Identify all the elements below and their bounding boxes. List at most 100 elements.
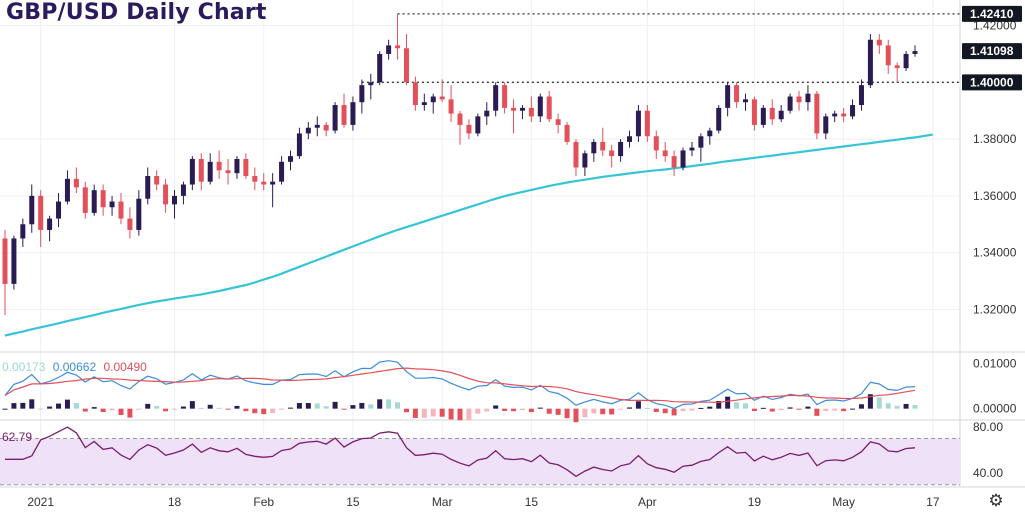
candle-body (189, 158, 195, 185)
macd-histogram-bar (555, 408, 561, 415)
candle-body (582, 153, 588, 168)
macd-histogram-bar (876, 397, 882, 409)
candle-body (707, 130, 713, 137)
candle-body (305, 127, 311, 134)
candle-body (885, 45, 891, 66)
price-badge-label: 1.41098 (970, 44, 1014, 58)
macd-histogram-bar (198, 407, 204, 409)
candle-body (377, 53, 383, 83)
macd-histogram-bar (680, 408, 686, 412)
candle-body (466, 124, 472, 134)
price-badge (962, 74, 1022, 91)
candle-body (261, 181, 267, 185)
macd-histogram-bar (109, 408, 115, 411)
macd-histogram-bar (778, 408, 784, 411)
candle-body (867, 39, 873, 86)
rsi-legend: 62.79 (2, 430, 33, 444)
macd-histogram-bar (47, 406, 53, 409)
macd-histogram-bar (707, 406, 713, 409)
macd-histogram-bar (341, 408, 347, 410)
macd-histogram-bar (421, 408, 427, 418)
macd-histogram-bar (546, 408, 552, 414)
macd-histogram-bar (841, 408, 847, 412)
macd-histogram-bar (698, 407, 704, 409)
time-tick-label: 15 (525, 495, 539, 509)
macd-histogram-bar (172, 408, 178, 410)
macd-histogram-bar (635, 401, 641, 409)
candle-body (555, 119, 561, 125)
macd-histogram-bar (20, 402, 26, 409)
candle-body (653, 136, 659, 151)
candle-body (82, 187, 88, 213)
candle-body (644, 110, 650, 137)
macd-histogram-bar (858, 404, 864, 409)
candle-body (287, 156, 293, 162)
candle-body (528, 107, 534, 117)
time-tick-label: 17 (926, 495, 940, 509)
candle-body (725, 85, 731, 108)
price-tick-label: 1.34000 (973, 246, 1017, 260)
candle-body (412, 82, 418, 106)
candle-body (787, 96, 793, 111)
candle-body (332, 105, 338, 131)
macd-histogram-bar (2, 408, 8, 410)
candle-body (403, 48, 409, 83)
moving-average-line (4, 133, 933, 337)
chart-title: GBP/USD Daily Chart (6, 0, 267, 25)
price-tick-label: 1.36000 (973, 189, 1017, 203)
candle-body (323, 124, 329, 131)
rsi-tick-label: 40.00 (973, 466, 1003, 480)
candle-body (778, 110, 784, 120)
macd-histogram-bar (412, 408, 418, 418)
candle-body (591, 141, 597, 154)
candle-body (858, 85, 864, 106)
macd-histogram-bar (653, 408, 659, 412)
candle-body (912, 51, 918, 54)
candle-body (823, 116, 829, 134)
macd-histogram-bar (537, 407, 543, 409)
macd-tick-label: 0.00000 (973, 402, 1017, 416)
candle-body (841, 113, 847, 117)
candle-body (662, 150, 668, 157)
macd-histogram-bar (11, 403, 17, 409)
price-badge (962, 5, 1022, 22)
candle-body (876, 39, 882, 46)
macd-histogram-bar (475, 408, 481, 414)
price-tick-label: 1.32000 (973, 302, 1017, 316)
macd-histogram-bar (644, 407, 650, 409)
candle-body (734, 85, 740, 103)
candle-body (519, 107, 525, 111)
macd-histogram-bar (493, 405, 499, 409)
macd-histogram-bar (279, 408, 285, 410)
candle-body (341, 105, 347, 125)
price-badge (962, 43, 1022, 60)
macd-histogram-bar (403, 408, 409, 413)
candle-body (386, 45, 392, 54)
macd-histogram-bar (163, 408, 169, 412)
candle-body (502, 85, 508, 108)
candle-body (484, 110, 490, 117)
price-badge-label: 1.40000 (970, 75, 1014, 89)
candle-body (47, 218, 53, 230)
macd-histogram-bar (609, 408, 615, 415)
candle-body (716, 107, 722, 131)
candle-body (180, 184, 186, 196)
candle-body (136, 198, 142, 230)
macd-histogram-bar (894, 405, 900, 409)
candle-body (573, 141, 579, 168)
candle-body (109, 201, 115, 208)
macd-histogram-bar (323, 406, 329, 409)
macd-histogram-bar (796, 408, 802, 410)
candle-body (430, 96, 436, 103)
macd-histogram-bar (216, 407, 222, 409)
macd-histogram-bar (430, 408, 436, 417)
time-tick-label: 18 (168, 495, 182, 509)
candle-body (805, 93, 811, 103)
gear-icon[interactable]: ⚙ (988, 491, 1004, 510)
macd-histogram-bar (591, 408, 597, 414)
candle-body (546, 96, 552, 120)
candle-body (832, 113, 838, 117)
candle-body (600, 141, 606, 151)
macd-histogram-bar (689, 408, 695, 411)
time-tick-label: May (832, 495, 855, 509)
